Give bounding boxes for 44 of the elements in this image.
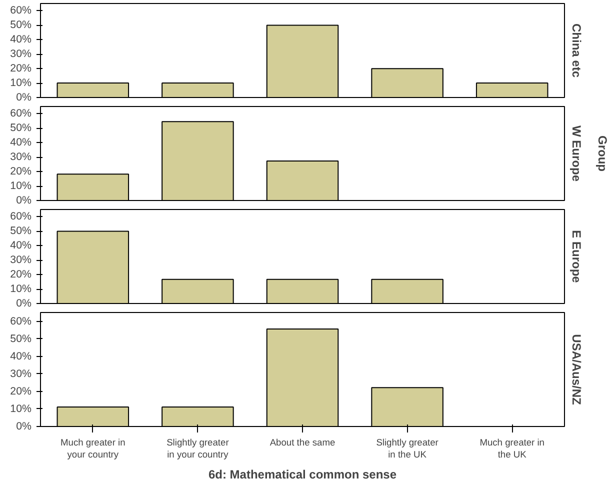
y-tick-label: 40% (10, 240, 32, 252)
bar (162, 82, 234, 98)
y-tick-label: 30% (10, 48, 32, 60)
text: USA/Aus/NZ (570, 334, 584, 405)
y-tick-label: 40% (10, 350, 32, 362)
y-tick-label: 60% (10, 210, 32, 223)
y-tick-label: 50% (10, 225, 32, 238)
x-tick-label: About the same (270, 438, 336, 448)
y-tick-label: 10% (10, 77, 32, 90)
y-tick-label: 10% (10, 180, 32, 192)
y-tick-label: 10% (10, 402, 32, 415)
y-tick-label: 60% (10, 315, 32, 328)
y-tick-label: 30% (10, 368, 32, 380)
x-tick-label: Slightly greater in your country (166, 438, 229, 460)
bar (371, 68, 444, 98)
y-tick-label: 20% (10, 385, 32, 398)
bar (476, 82, 548, 98)
y-tick-label: 60% (10, 4, 32, 17)
y-tick-label: 50% (10, 332, 32, 345)
y-tick-label: 20% (10, 268, 32, 281)
y-tick-label: 30% (10, 254, 32, 266)
text: China etc (570, 23, 584, 78)
y-tick-label: 50% (10, 19, 32, 32)
y-tick-label: 0% (16, 92, 32, 104)
y2-axis-title: Group (596, 136, 610, 172)
y-tick-label: 0% (16, 298, 32, 310)
y-tick-label: 10% (10, 283, 32, 296)
y-tick-label: 60% (10, 108, 32, 120)
bar (266, 24, 339, 98)
y-tick-label: 40% (10, 136, 32, 149)
x-axis-title: 6d: Mathematical common sense (208, 468, 397, 481)
text: E Europe (570, 230, 584, 284)
x-tick-label: Much greater in your country (60, 438, 126, 460)
y-tick-label: 20% (10, 62, 32, 75)
y-tick-label: 20% (10, 166, 32, 178)
text: W Europe (570, 126, 584, 182)
bar (56, 82, 130, 98)
y-tick-label: 40% (10, 34, 32, 46)
y-tick-label: 30% (10, 151, 32, 164)
y-tick-label: 50% (10, 122, 32, 134)
y-tick-label: 0% (16, 420, 32, 432)
x-tick-label: Much greater in the UK (480, 438, 545, 460)
x-tick-label: Slightly greater in the UK (376, 438, 438, 460)
y-tick-label: 0% (16, 194, 32, 206)
